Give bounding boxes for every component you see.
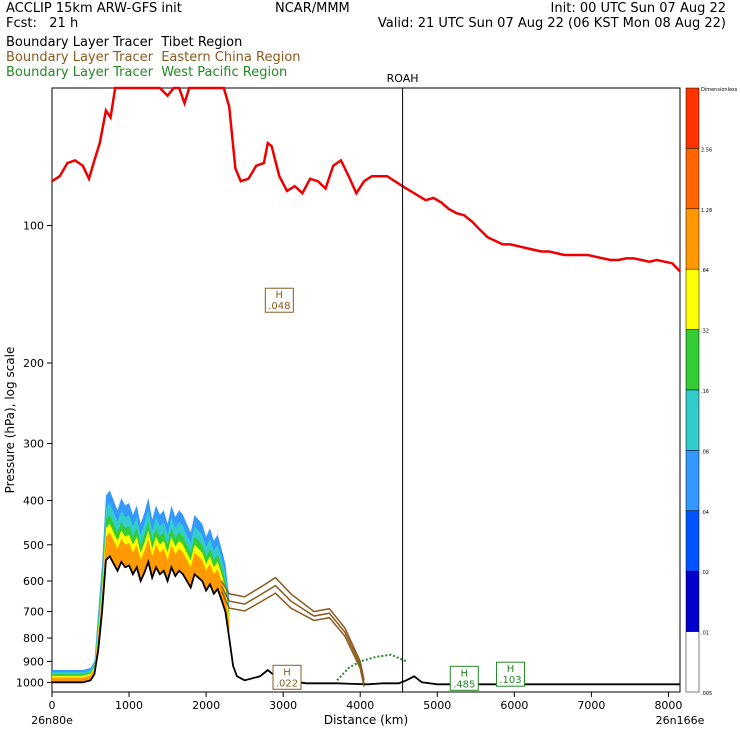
high-label-letter: H	[507, 664, 515, 675]
colorbar-segment	[686, 88, 699, 148]
x-tick-label: 0	[49, 699, 56, 712]
colorbar-label: .01	[701, 631, 709, 637]
y-tick-label: 600	[23, 575, 44, 588]
high-label-value: .485	[453, 679, 475, 690]
x-tick-label: 3000	[269, 699, 297, 712]
high-label-value: .103	[499, 675, 521, 686]
terrain-line	[52, 556, 680, 684]
y-tick-label: 100	[23, 220, 44, 233]
y-tick-label: 700	[23, 606, 44, 619]
y-tick-label: 1000	[16, 676, 44, 689]
x-tick-label: 5000	[423, 699, 451, 712]
x-tick-label: 7000	[577, 699, 605, 712]
y-tick-label: 200	[23, 357, 44, 370]
high-label-value: .048	[268, 301, 290, 312]
high-label-letter: H	[283, 667, 291, 678]
x-axis-label: Distance (km)	[324, 713, 408, 727]
colorbar-label: 2.56	[701, 147, 712, 153]
colorbar-segment	[686, 511, 699, 571]
colorbar-label: Dimensionless	[701, 87, 738, 93]
colorbar-label: .04	[701, 510, 709, 516]
x-tick-label: 1000	[115, 699, 143, 712]
colorbar-label: .64	[701, 268, 709, 274]
x-tick-label: 2000	[192, 699, 220, 712]
colorbar-label: 1.28	[701, 208, 712, 214]
x-tick-label: 6000	[500, 699, 528, 712]
colorbar-segment	[686, 632, 699, 692]
colorbar-label: .16	[701, 389, 709, 395]
colorbar-segment	[686, 390, 699, 450]
colorbar-segment	[686, 450, 699, 510]
y-tick-label: 900	[23, 655, 44, 668]
colorbar-segment	[686, 330, 699, 390]
colorbar-label: .08	[701, 449, 709, 455]
x-start-label: 26n80e	[31, 714, 73, 727]
colorbar-label: .005	[701, 691, 712, 697]
tropopause-line	[52, 88, 680, 271]
west-pacific-contour	[337, 655, 406, 681]
colorbar-segment	[686, 269, 699, 329]
colorbar-segment	[686, 571, 699, 631]
x-tick-label: 8000	[654, 699, 682, 712]
y-tick-label: 500	[23, 539, 44, 552]
colorbar-segment	[686, 148, 699, 208]
colorbar-label: .32	[701, 329, 709, 335]
colorbar-segment	[686, 209, 699, 269]
roah-marker-label: ROAH	[387, 72, 419, 85]
tracer-layer-p005	[52, 490, 229, 682]
x-end-label: 26n166e	[656, 714, 705, 727]
colorbar-label: .02	[701, 570, 709, 576]
y-axis-label: Pressure (hPa), log scale	[3, 347, 17, 494]
y-tick-label: 400	[23, 495, 44, 508]
x-tick-label: 4000	[346, 699, 374, 712]
high-label-letter: H	[276, 290, 284, 301]
high-label-value: .022	[276, 678, 298, 689]
y-tick-label: 800	[23, 632, 44, 645]
high-label-letter: H	[460, 668, 468, 679]
y-tick-label: 300	[23, 437, 44, 450]
